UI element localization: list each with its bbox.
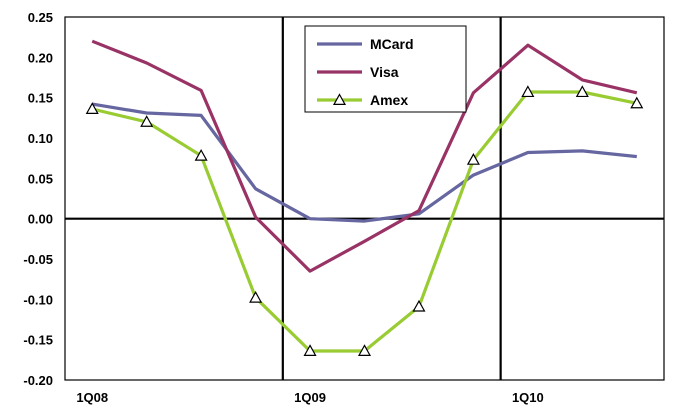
- legend-label-mcard: MCard: [370, 36, 414, 52]
- axes: [64, 16, 665, 381]
- data-point-amex: [630, 96, 644, 109]
- data-point-amex: [85, 102, 99, 114]
- y-tick-label: -0.10: [23, 292, 53, 307]
- y-tick-label: -0.20: [23, 373, 53, 388]
- data-point-amex: [412, 299, 426, 312]
- data-point-amex: [140, 115, 154, 127]
- legend: MCard Visa Amex: [304, 25, 467, 113]
- data-point-amex: [521, 85, 535, 98]
- legend-label-amex: Amex: [370, 92, 408, 108]
- plot-area: [64, 16, 665, 381]
- data-point-amex: [249, 290, 263, 303]
- x-tick-label: 1Q08: [76, 390, 108, 405]
- y-tick-label: 0.10: [28, 131, 53, 146]
- series-line-mcard: [91, 102, 637, 223]
- x-tick-label: 1Q10: [512, 390, 544, 405]
- y-tick-label: -0.15: [23, 333, 53, 348]
- legend-label-visa: Visa: [370, 64, 399, 80]
- data-point-amex: [194, 149, 208, 161]
- legend-box: [304, 25, 467, 113]
- data-point-amex: [466, 153, 480, 165]
- y-tick-label: 0.00: [28, 212, 53, 227]
- y-tick-label: 0.15: [28, 91, 53, 106]
- y-axis-tick-labels: 0.25 0.20 0.15 0.10 0.05 0.00 -0.05 -0.10 -0.15 -…: [23, 10, 53, 388]
- data-point-amex: [303, 344, 317, 356]
- x-tick-label: 1Q09: [294, 390, 326, 405]
- y-tick-label: 0.25: [28, 10, 53, 25]
- series-line-visa: [91, 39, 638, 273]
- legend-marker-amex: [332, 93, 347, 105]
- data-point-amex: [575, 85, 589, 98]
- series-markers: [85, 85, 644, 356]
- data-point-amex: [357, 344, 372, 356]
- y-tick-label: 0.20: [28, 50, 53, 65]
- y-tick-label: -0.05: [23, 252, 53, 267]
- x-axis-tick-labels: 1Q08 1Q09 1Q10: [76, 390, 543, 405]
- y-tick-label: 0.05: [28, 171, 53, 186]
